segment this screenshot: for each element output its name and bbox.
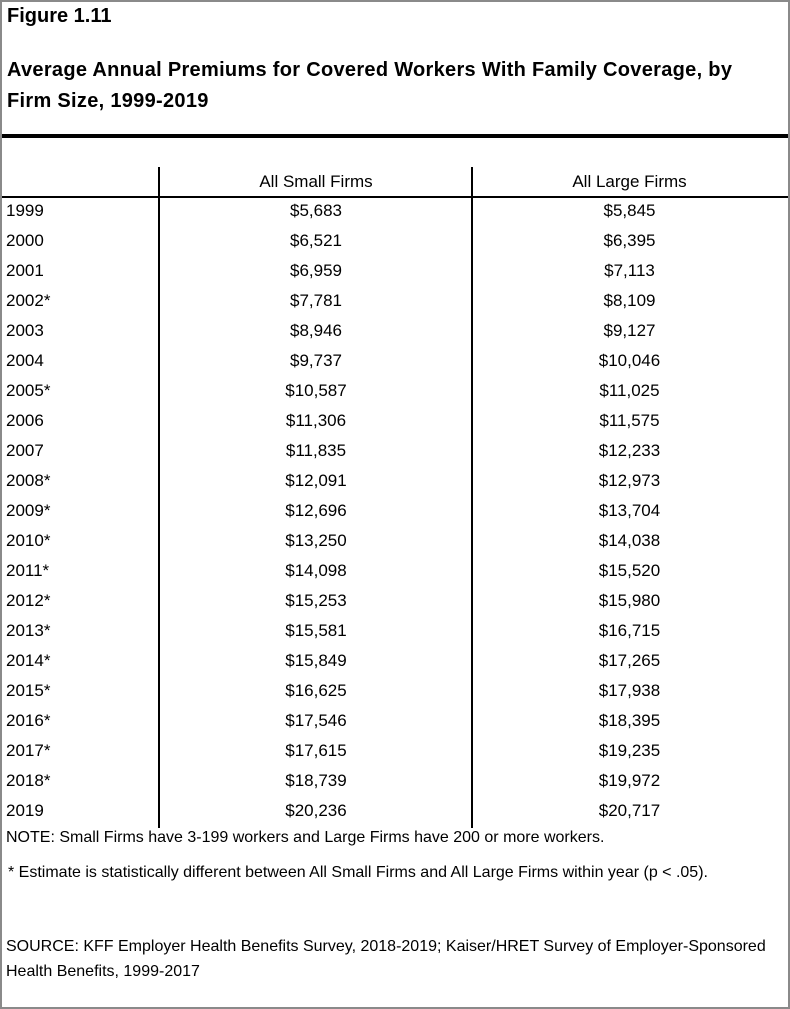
year-cell: 2003 [6,321,44,340]
year-cell: 2011* [6,561,50,580]
year-cell: 2010* [6,531,51,550]
table-row: 2016* $17,546 $18,395 [0,708,790,738]
small-firms-cell: $11,306 [285,411,347,430]
source-note: SOURCE: KFF Employer Health Benefits Sur… [6,938,766,980]
table-row: 2019 $20,236 $20,717 [0,798,790,828]
table-row: 2008* $12,091 $12,973 [0,468,790,498]
large-firms-cell: $10,046 [598,351,661,370]
large-firms-cell: $11,575 [599,411,660,430]
small-firms-cell: $10,587 [285,381,347,400]
figure-label: Figure 1.11 [7,5,112,27]
large-firms-cell: $15,520 [598,561,661,580]
small-firms-cell: $12,091 [285,471,347,490]
small-firms-cell: $18,739 [285,771,347,790]
small-firms-cell: $8,946 [290,321,342,340]
large-firms-cell: $15,980 [598,591,661,610]
year-cell: 2006 [6,411,44,430]
table-row: 2002* $7,781 $8,109 [0,288,790,318]
year-cell: 2017* [6,741,51,760]
large-firms-cell: $12,973 [598,471,661,490]
year-cell: 2013* [6,621,51,640]
column-header-large-firms: All Large Firms [572,172,687,191]
large-firms-cell: $17,265 [598,651,661,670]
significance-note: * Estimate is statistically different be… [8,864,708,881]
table-row: 2014* $15,849 $17,265 [0,648,790,678]
table-row: 1999 $5,683 $5,845 [0,198,790,228]
small-firms-cell: $16,625 [285,681,347,700]
table-row: 2015* $16,625 $17,938 [0,678,790,708]
small-firms-cell: $15,849 [285,651,347,670]
small-firms-cell: $7,781 [290,291,342,310]
table-row: 2006 $11,306 $11,575 [0,408,790,438]
table-row: 2010* $13,250 $14,038 [0,528,790,558]
column-header-small-firms: All Small Firms [259,172,373,191]
large-firms-cell: $12,233 [598,441,661,460]
small-firms-cell: $13,250 [285,531,347,550]
small-firms-cell: $14,098 [285,561,347,580]
large-firms-cell: $18,395 [598,711,661,730]
year-cell: 2015* [6,681,51,700]
year-cell: 2018* [6,771,51,790]
large-firms-cell: $20,717 [598,801,661,820]
large-firms-cell: $11,025 [599,381,660,400]
large-firms-cell: $19,972 [598,771,661,790]
small-firms-cell: $17,615 [285,741,347,760]
large-firms-cell: $14,038 [598,531,661,550]
small-firms-cell: $5,683 [290,201,342,220]
large-firms-cell: $13,704 [598,501,661,520]
table-row: 2003 $8,946 $9,127 [0,318,790,348]
table-row: 2017* $17,615 $19,235 [0,738,790,768]
small-firms-cell: $6,521 [290,231,342,250]
year-cell: 2007 [6,441,44,460]
small-firms-cell: $20,236 [285,801,347,820]
year-cell: 2014* [6,651,51,670]
column-divider-2 [471,167,473,828]
small-firms-cell: $15,581 [285,621,347,640]
year-cell: 1999 [6,201,44,220]
large-firms-cell: $9,127 [603,321,656,340]
table-row: 2001 $6,959 $7,113 [0,258,790,288]
large-firms-cell: $8,109 [603,291,656,310]
large-firms-cell: $6,395 [603,231,656,250]
title-divider [2,134,788,138]
year-cell: 2008* [6,471,51,490]
year-cell: 2001 [6,261,44,280]
table-row: 2000 $6,521 $6,395 [0,228,790,258]
table-row: 2011* $14,098 $15,520 [0,558,790,588]
small-firms-cell: $9,737 [290,351,342,370]
table-row: 2018* $18,739 $19,972 [0,768,790,798]
year-cell: 2009* [6,501,51,520]
table-row: 2005* $10,587 $11,025 [0,378,790,408]
large-firms-cell: $19,235 [598,741,661,760]
table-body: 1999 $5,683 $5,845 2000 $6,521 $6,395 2001 $6,9… [0,198,790,828]
year-cell: 2000 [6,231,44,250]
table-row: 2009* $12,696 $13,704 [0,498,790,528]
column-divider-1 [158,167,160,828]
small-firms-cell: $17,546 [285,711,347,730]
year-cell: 2004 [6,351,44,370]
table-row: 2007 $11,835 $12,233 [0,438,790,468]
year-cell: 2002* [6,291,51,310]
small-firms-cell: $6,959 [290,261,342,280]
small-firms-cell: $11,835 [285,441,347,460]
large-firms-cell: $7,113 [604,261,655,280]
note-text: NOTE: Small Firms have 3-199 workers and… [6,829,605,846]
figure-title: Average Annual Premiums for Covered Work… [7,59,733,112]
year-cell: 2005* [6,381,51,400]
large-firms-cell: $17,938 [598,681,661,700]
year-cell: 2019 [6,801,44,820]
year-cell: 2012* [6,591,51,610]
large-firms-cell: $16,715 [598,621,661,640]
table-row: 2013* $15,581 $16,715 [0,618,790,648]
small-firms-cell: $12,696 [285,501,347,520]
large-firms-cell: $5,845 [603,201,656,220]
small-firms-cell: $15,253 [285,591,347,610]
table-row: 2012* $15,253 $15,980 [0,588,790,618]
table-row: 2004 $9,737 $10,046 [0,348,790,378]
year-cell: 2016* [6,711,51,730]
header-divider [2,196,788,198]
